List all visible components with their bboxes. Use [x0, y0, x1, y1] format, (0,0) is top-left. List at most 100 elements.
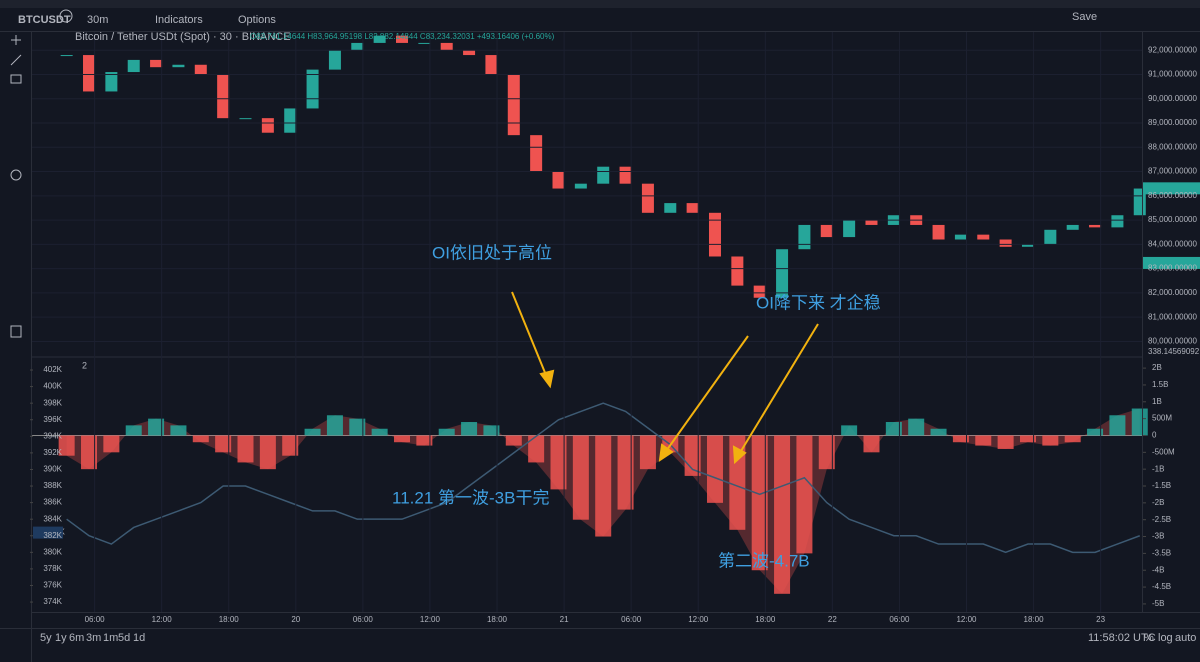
candle: [127, 59, 140, 73]
flow-bar: [326, 415, 343, 436]
flow-bar: [259, 435, 276, 470]
flow-bar: [81, 435, 98, 470]
flow-bar: [1131, 408, 1148, 436]
candle: [485, 55, 498, 75]
candle: [753, 285, 766, 298]
candle: [172, 64, 185, 68]
arrow-2: [663, 335, 749, 455]
y-tick-label: 382K: [43, 531, 62, 540]
flow-bar: [617, 435, 634, 510]
candle: [776, 249, 789, 298]
candle: [1133, 188, 1146, 216]
price-label-bg: [1143, 256, 1200, 269]
flow-bar: [215, 435, 232, 453]
y2-tick-label: -2B: [1152, 498, 1164, 507]
auto-toggle[interactable]: auto: [1175, 632, 1196, 644]
candle: [351, 42, 364, 51]
flow-bar: [1087, 428, 1104, 436]
flow-bar: [908, 418, 925, 436]
flow-bar: [103, 435, 120, 453]
candle: [708, 212, 721, 257]
options-button[interactable]: Options: [238, 14, 276, 26]
x-tick-label: 12:00: [152, 615, 173, 624]
flow-bar: [1019, 435, 1036, 443]
x-tick-label: 12:00: [688, 615, 709, 624]
candle: [217, 74, 230, 119]
range-1y[interactable]: 1y: [55, 632, 67, 644]
arrow-2-head: [658, 443, 674, 463]
flow-bar: [751, 435, 768, 571]
x-tick-label: 18:00: [1024, 615, 1045, 624]
add-symbol[interactable]: [59, 9, 73, 23]
candle: [1111, 215, 1124, 228]
flow-bar: [774, 435, 791, 594]
y-tick-label: 89,000.00000: [1148, 118, 1197, 127]
save-button[interactable]: Save: [1072, 11, 1097, 23]
range-3m[interactable]: 3m: [86, 632, 101, 644]
range-1m[interactable]: 1m: [103, 632, 118, 644]
candle: [83, 55, 96, 92]
y2-tick-label: -1.5B: [1152, 481, 1171, 490]
x-tick-label: 12:00: [956, 615, 977, 624]
candle: [954, 234, 967, 240]
arrow-3-head: [732, 445, 747, 465]
candles: [60, 35, 1146, 298]
range-6m[interactable]: 6m: [69, 632, 84, 644]
candle: [552, 171, 565, 189]
title-bar: [0, 0, 1200, 8]
x-tick-label: 06:00: [889, 615, 910, 624]
emoji-icon[interactable]: [10, 169, 22, 181]
interval[interactable]: 30m: [87, 14, 108, 26]
sidebar-icons: [10, 35, 22, 338]
percent-toggle[interactable]: %: [1144, 632, 1154, 644]
annotation: 第二波-4.7B: [718, 551, 810, 570]
flow-bar: [706, 435, 723, 503]
fib-icon[interactable]: [10, 74, 22, 84]
x-tick-label: 06:00: [85, 615, 106, 624]
flow-bar: [438, 428, 455, 436]
symbol[interactable]: BTCUSDT: [18, 14, 71, 26]
clock: 11:58:02 UTC: [1088, 632, 1156, 644]
flow-bar: [394, 435, 410, 443]
trash-icon[interactable]: [10, 325, 22, 338]
flow-bar: [595, 435, 612, 537]
x-tick-label: 06:00: [353, 615, 374, 624]
range-5d[interactable]: 5d: [118, 632, 130, 644]
candle: [1021, 244, 1034, 247]
flow-bar: [125, 425, 142, 436]
y2-tick-label: 1.5B: [1152, 380, 1168, 389]
flow-bar: [818, 435, 835, 470]
log-toggle[interactable]: log: [1158, 632, 1173, 644]
flow-bar: [952, 435, 969, 443]
oi-line: [66, 402, 1141, 554]
price-label-bg: [1143, 182, 1200, 195]
y2-tick-label: -4.5B: [1152, 582, 1171, 591]
flow-bar: [863, 435, 880, 453]
flow-bar: [572, 435, 589, 520]
y-tick-label: 390K: [43, 465, 62, 474]
legend-ohlc: O83,741.14644 H83,964.95198 L82,882.1484…: [250, 32, 555, 41]
line-tool-icon[interactable]: [10, 54, 22, 66]
y-tick-label: 92,000.00000: [1148, 45, 1197, 54]
y2-tick-label: -2.5B: [1152, 515, 1171, 524]
candle: [328, 50, 341, 70]
flow-bar: [282, 435, 299, 456]
range-5y[interactable]: 5y: [40, 632, 52, 644]
y-tick-label: 402K: [43, 365, 62, 374]
indicators-button[interactable]: Indicators: [155, 14, 203, 26]
flow-bar: [1064, 435, 1081, 443]
y-tick-label: 396K: [43, 415, 62, 424]
flow-bar: [841, 425, 858, 436]
candle: [306, 69, 319, 109]
candle: [597, 166, 610, 184]
range-1d[interactable]: 1d: [133, 632, 145, 644]
y2-tick-label: -1B: [1152, 464, 1164, 473]
flow-bar: [528, 435, 545, 463]
candle: [284, 108, 297, 133]
candle: [843, 220, 856, 238]
flow-bar: [975, 435, 992, 446]
candle: [463, 50, 476, 56]
candle: [865, 220, 878, 225]
y-tick-label: 400K: [43, 382, 62, 391]
